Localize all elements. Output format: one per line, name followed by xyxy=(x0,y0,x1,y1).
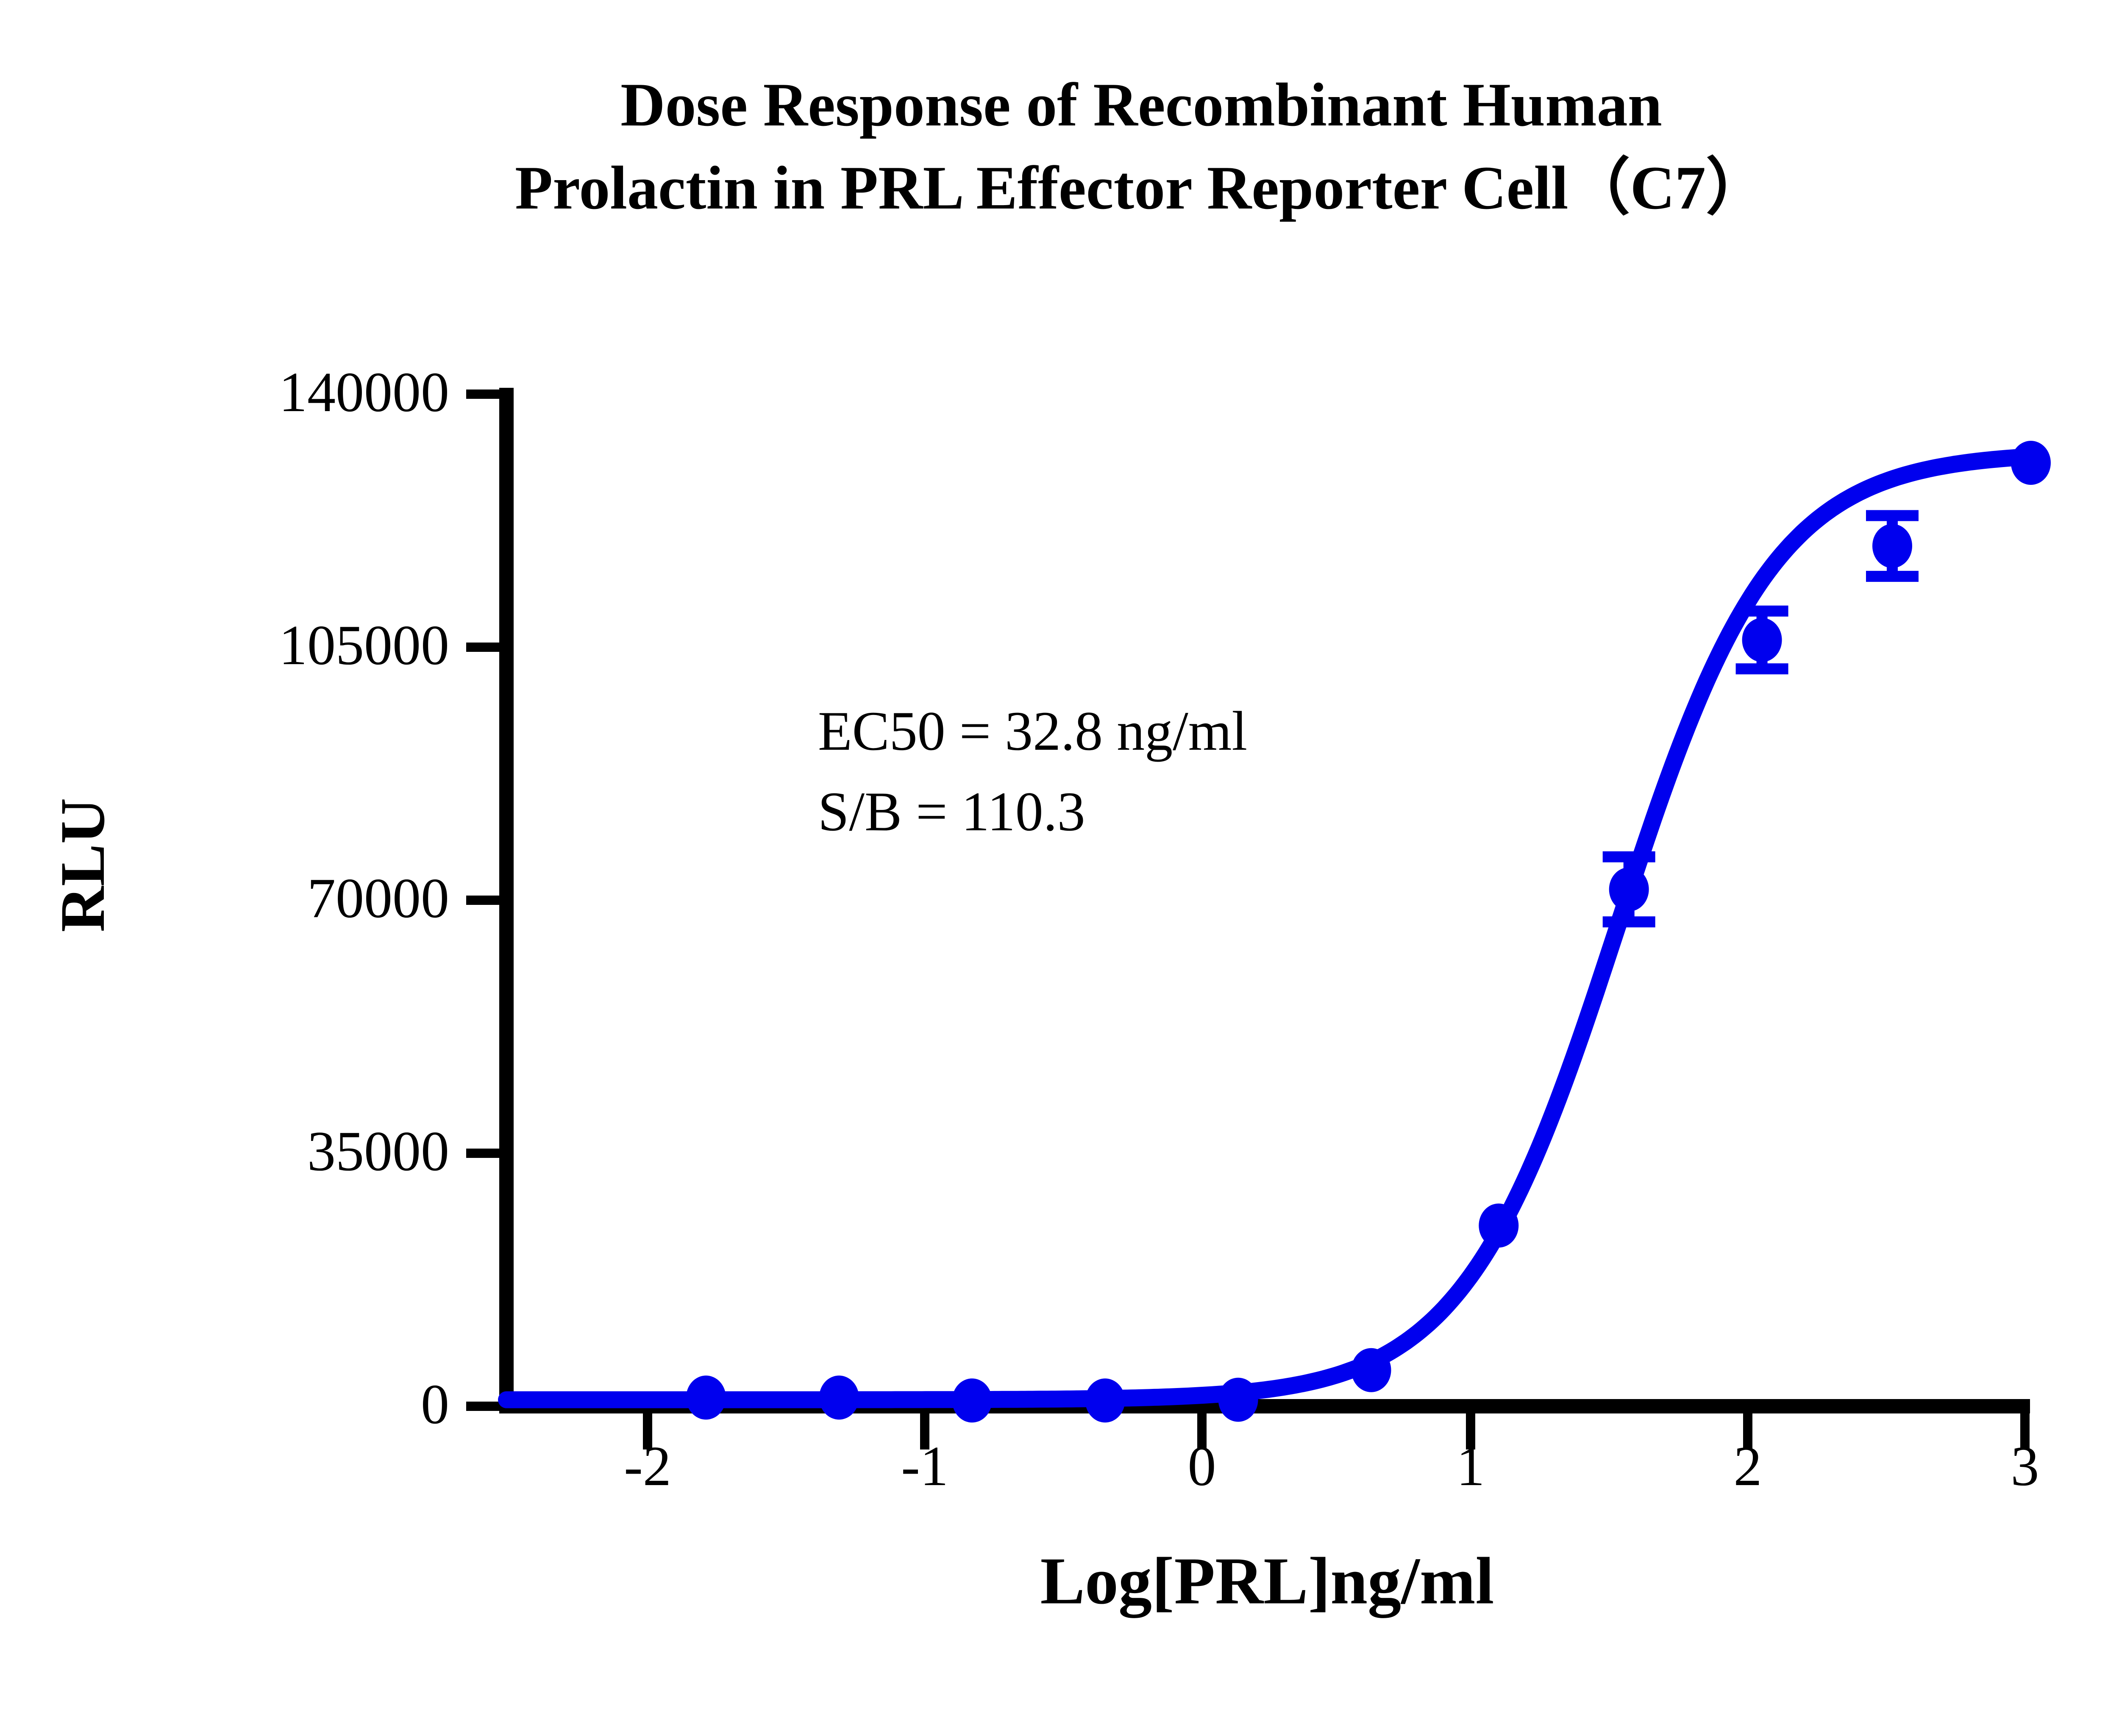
data-points xyxy=(686,441,2051,1423)
y-tick-label-140000: 140000 xyxy=(279,361,449,423)
y-tick-label-70000: 70000 xyxy=(307,867,449,929)
y-tick-label-105000: 105000 xyxy=(279,614,449,676)
fit-curve xyxy=(498,448,2039,1408)
chart-title-line-1: Dose Response of Recombinant Human xyxy=(620,70,1662,139)
x-axis-title: Log[PRL]ng/ml xyxy=(1040,1544,1494,1618)
data-point-marker xyxy=(686,1375,726,1420)
annotation-signal-background: S/B = 110.3 xyxy=(818,780,1085,843)
data-point-marker xyxy=(819,1375,859,1420)
fit-curve-path xyxy=(498,448,2039,1408)
x-tick-marks xyxy=(643,1406,2030,1449)
data-point-marker xyxy=(1742,618,1782,662)
annotation-block: EC50 = 32.8 ng/ml S/B = 110.3 xyxy=(818,691,1247,852)
data-point-marker xyxy=(1609,867,1649,912)
data-point-marker xyxy=(1479,1203,1519,1248)
data-point-marker xyxy=(1351,1348,1391,1392)
y-tick-label-35000: 35000 xyxy=(307,1120,449,1182)
data-point-marker xyxy=(1872,524,1912,568)
chart-title: Dose Response of Recombinant Human Prola… xyxy=(0,64,2119,229)
data-point-marker xyxy=(1085,1378,1125,1423)
y-tick-marks xyxy=(466,389,506,1411)
data-point-marker xyxy=(1218,1377,1258,1422)
y-tick-label-0: 0 xyxy=(421,1373,449,1436)
data-point-marker xyxy=(2011,441,2051,485)
annotation-ec50: EC50 = 32.8 ng/ml xyxy=(818,700,1248,762)
data-point-marker xyxy=(952,1378,992,1423)
chart-title-line-2: Prolactin in PRL Effector Reporter Cell（… xyxy=(515,153,1768,222)
